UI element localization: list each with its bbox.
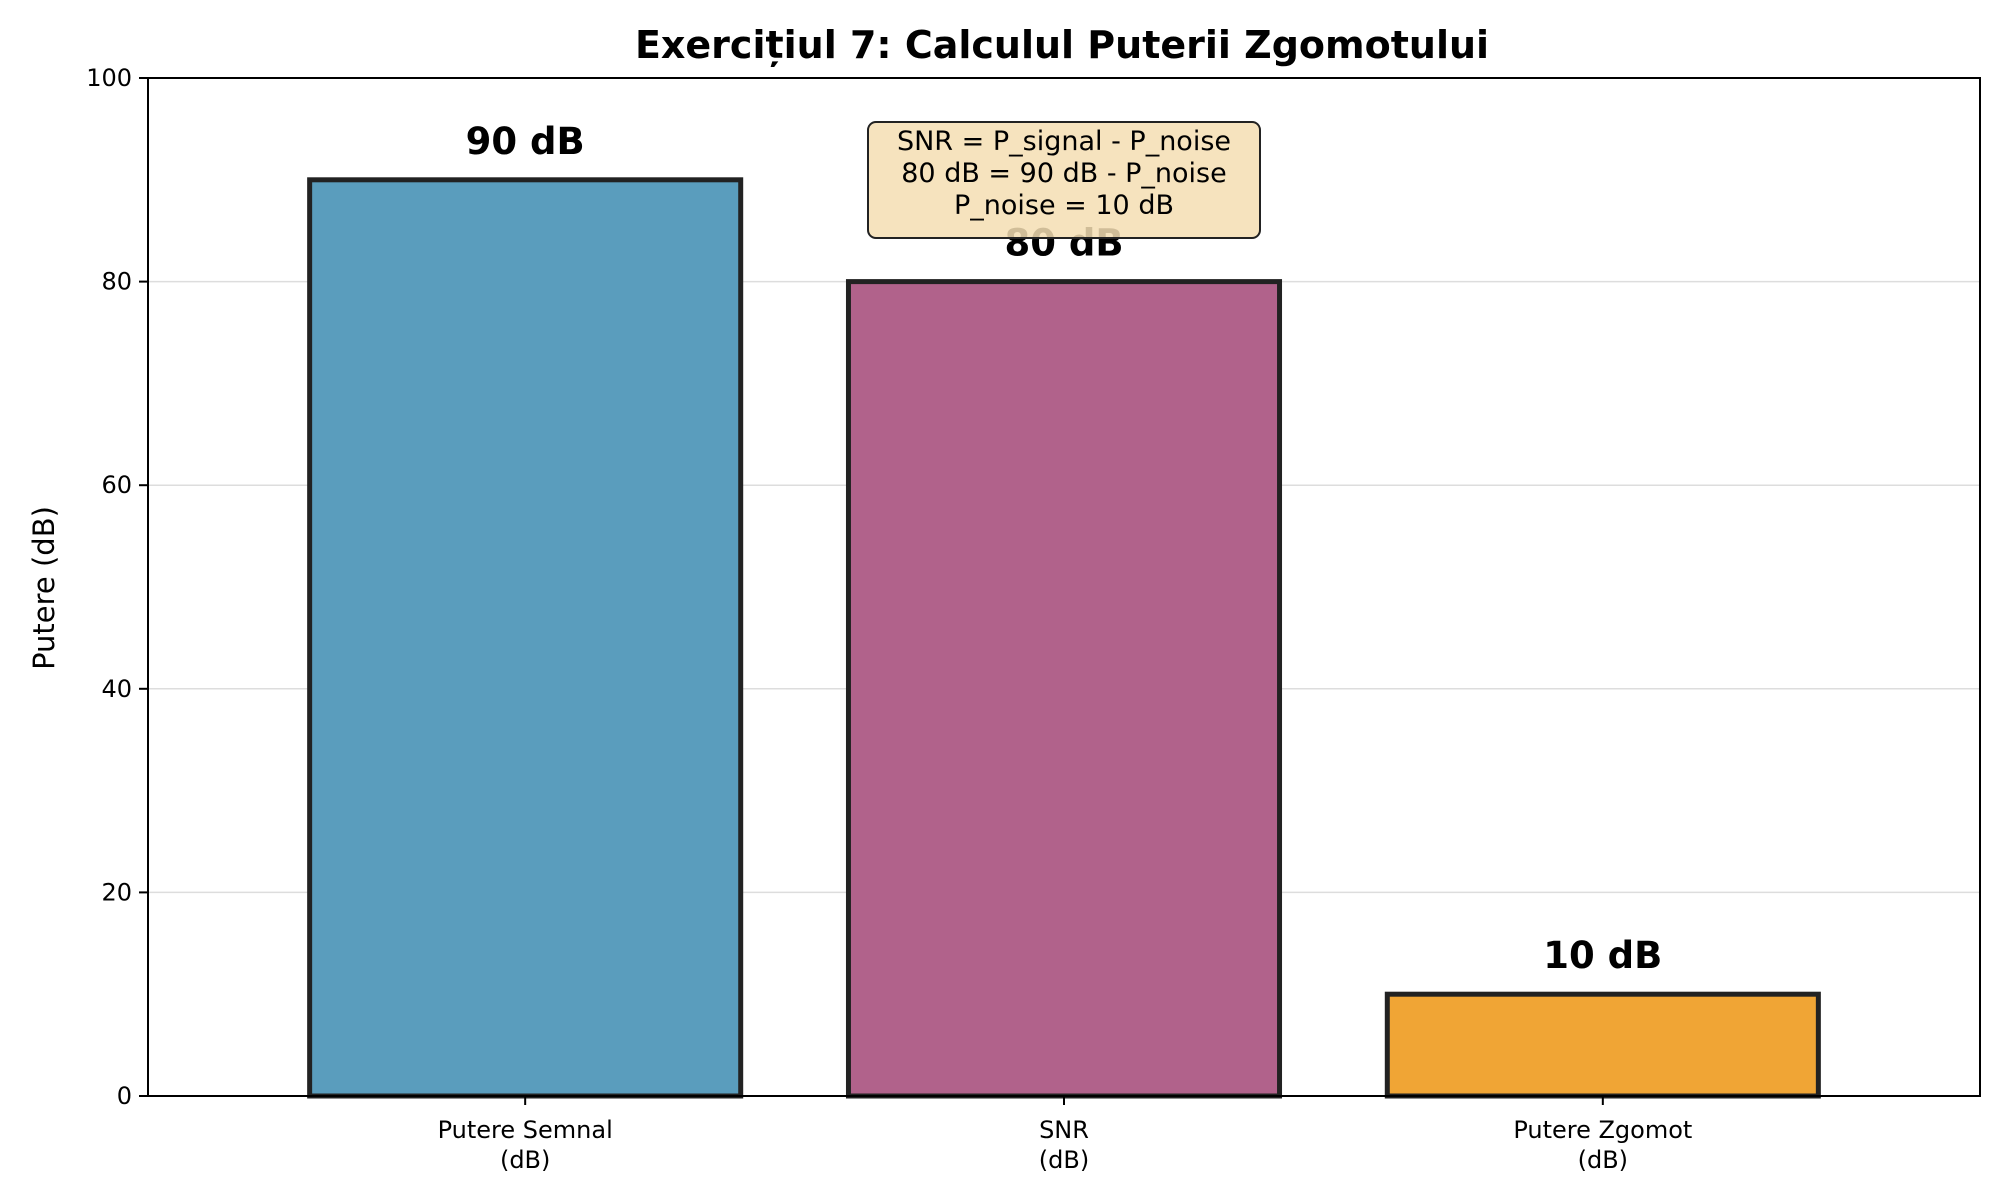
y-tick-label: 0 xyxy=(117,1082,132,1110)
bar-0 xyxy=(307,177,744,1099)
x-tick-label: Putere Zgomot (dB) xyxy=(1513,1116,1692,1174)
x-tick-label: SNR (dB) xyxy=(1039,1116,1089,1174)
value-label: 10 dB xyxy=(1543,934,1662,977)
chart-title: Exercițiul 7: Calculul Puterii Zgomotulu… xyxy=(635,23,1489,67)
y-tick-label: 40 xyxy=(101,675,132,703)
annotation-line: P_noise = 10 dB xyxy=(954,190,1174,221)
annotation-box xyxy=(867,121,1261,239)
value-label: 90 dB xyxy=(466,120,585,163)
bar-1 xyxy=(845,279,1283,1099)
y-tick-label: 80 xyxy=(101,268,132,296)
y-tick-label: 20 xyxy=(101,878,132,906)
annotation-line: SNR = P_signal - P_noise xyxy=(897,126,1231,157)
y-axis-label: Putere (dB) xyxy=(27,506,61,670)
y-tick-label: 60 xyxy=(101,471,132,499)
y-tick-label: 100 xyxy=(86,64,132,92)
bar-2 xyxy=(1384,991,1821,1099)
axes: 0 20 40 60 80 100 Putere Semnal (dB) SNR (dB) Pute… xyxy=(86,64,1981,1174)
annotation-line: 80 dB = 90 dB - P_noise xyxy=(901,158,1227,189)
x-tick-label: Putere Semnal (dB) xyxy=(438,1116,613,1174)
